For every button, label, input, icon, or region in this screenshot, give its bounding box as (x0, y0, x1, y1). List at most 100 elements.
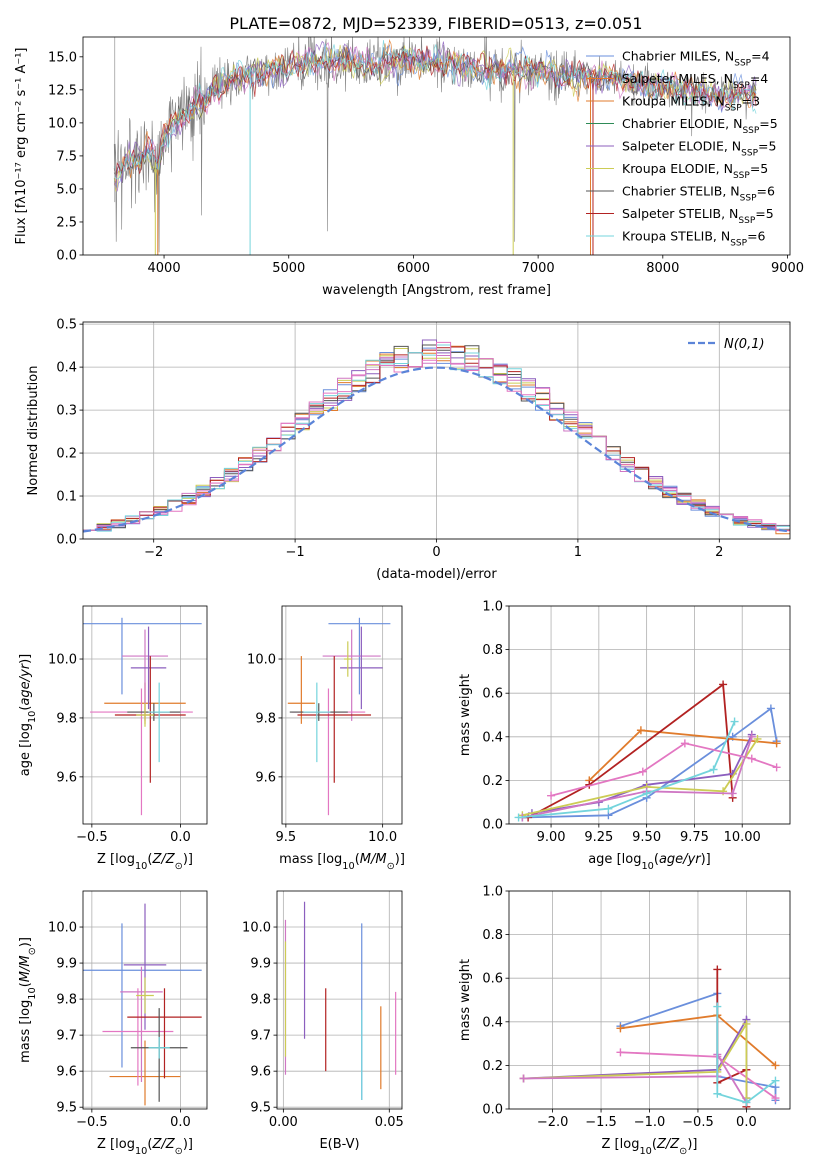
y-tick-label: 9.8 (255, 711, 276, 726)
mass-weight-marker (709, 765, 718, 774)
mass-weight-marker (771, 1061, 780, 1070)
y-axis-label: Flux [fλ10⁻¹⁷ erg cm⁻² s⁻¹ A⁻¹] (14, 48, 29, 245)
y-tick-label: 9.9 (250, 957, 271, 972)
mass-weight-marker (636, 726, 645, 735)
error-bar-point (291, 688, 366, 816)
x-tick-label: 6000 (397, 261, 430, 276)
error-bar-point (340, 626, 383, 710)
mass-weight-line (522, 736, 753, 819)
error-bar-point (90, 688, 193, 816)
y-tick-label: 2.5 (56, 215, 77, 230)
y-tick-label: 0.2 (56, 447, 77, 462)
y-tick-label: 0.6 (482, 972, 503, 987)
legend-label: Kroupa MILES, NSSP=3 (622, 94, 760, 114)
x-axis-label: Z [log10(Z/Z⊙)] (97, 1137, 193, 1157)
y-tick-label: 0.3 (56, 404, 77, 419)
x-tick-label: 0.0 (736, 1115, 757, 1130)
error-bar-point (102, 988, 174, 1086)
x-tick-label: 9.50 (632, 830, 661, 845)
y-tick-label: 10.0 (48, 921, 77, 936)
legend-label: Salpeter ELODIE, NSSP=5 (622, 139, 776, 159)
error-bar-point (127, 988, 202, 1079)
mass-weight-marker (680, 739, 689, 748)
y-tick-label: 10.0 (48, 116, 77, 131)
y-tick-label: 0.0 (482, 1103, 503, 1118)
y-axis-label: Normed distribution (26, 366, 41, 496)
x-tick-label: 0.05 (375, 1115, 404, 1130)
mass-weight-marker (616, 1048, 625, 1057)
mass-weight-marker (547, 791, 556, 800)
y-tick-label: 9.6 (56, 770, 77, 785)
mass-weight-marker (747, 732, 756, 741)
mass-weight-marker (616, 1024, 625, 1033)
y-tick-label: 0.4 (482, 1015, 503, 1030)
x-tick-label: −0.5 (76, 830, 108, 845)
x-axis-label: mass [log10(M/M⊙)] (279, 852, 405, 872)
plot-area (113, 37, 757, 255)
error-bar-point (148, 1036, 170, 1059)
model-spectrum-line (113, 45, 757, 177)
mass-weight-marker (604, 804, 613, 813)
y-tick-label: 9.6 (56, 1065, 77, 1080)
mass-weight-marker (719, 680, 728, 689)
y-tick-label: 0.6 (482, 687, 503, 702)
x-axis-label: (data-model)/error (376, 567, 497, 582)
legend-label: Chabrier MILES, NSSP=4 (622, 49, 770, 69)
error-bar-point (148, 682, 170, 763)
axes-frame (276, 890, 403, 1110)
plot-area (284, 901, 397, 1100)
error-bar-point (297, 656, 372, 783)
y-tick-label: 10.0 (242, 921, 271, 936)
error-bar-point (83, 923, 202, 1068)
mass-weight-marker (766, 704, 775, 713)
mass-weight-marker (742, 1019, 751, 1028)
axes-frame (82, 890, 208, 1110)
mass-weight-marker (728, 789, 737, 798)
x-tick-label: 9.5 (276, 830, 297, 845)
x-tick-label: −0.5 (76, 1115, 108, 1130)
error-bar-point (109, 1040, 181, 1106)
x-tick-label: 0.00 (269, 1115, 298, 1130)
x-tick-label: 1 (574, 545, 582, 560)
mass-weight-marker (713, 965, 722, 974)
y-axis-label: age [log10(age/yr)] (18, 654, 38, 777)
model-spectrum-line (113, 39, 757, 180)
plot-area (83, 903, 202, 1106)
y-tick-label: 9.8 (56, 993, 77, 1008)
y-axis-label: mass weight (458, 674, 473, 756)
axes-frame (508, 605, 791, 825)
x-tick-label: 5000 (272, 261, 305, 276)
model-spectrum-line (113, 45, 757, 178)
x-axis-label: Z [log10(Z/Z⊙)] (602, 1137, 698, 1157)
x-tick-label: 4000 (148, 261, 181, 276)
y-tick-label: 0.8 (482, 643, 503, 658)
error-bar-point (287, 656, 315, 724)
plot-area (519, 965, 780, 1109)
y-tick-label: 7.5 (56, 149, 77, 164)
x-tick-label: 9.00 (537, 830, 566, 845)
error-bar-point (303, 682, 331, 763)
mass-weight-marker (772, 739, 781, 748)
mass-weight-line (527, 682, 734, 819)
x-tick-label: 0.0 (170, 1115, 191, 1130)
x-tick-label: 9.25 (584, 830, 613, 845)
mass-weight-marker (642, 789, 651, 798)
y-tick-label: 0.0 (56, 533, 77, 548)
x-tick-label: 0 (432, 545, 440, 560)
mass-weight-line (522, 738, 759, 817)
normal-distribution-curve (83, 366, 790, 533)
axes-frame (82, 605, 208, 825)
y-axis-label: mass weight (458, 959, 473, 1041)
mass-vs-metallicity-panel: −0.5 0.0 9.5 9.6 9.7 9.8 9.9 10.0 Z [log10(Z/Z⊙)… (18, 890, 208, 1157)
y-tick-label: 9.5 (250, 1101, 271, 1116)
mass-weight-marker (772, 763, 781, 772)
mass-weight-marker (514, 813, 523, 822)
age-vs-metallicity-panel: −0.5 0.0 9.6 9.8 10.0 Z [log10(Z/Z⊙)] age [log… (18, 605, 208, 872)
mass-weight-marker (730, 717, 739, 726)
axes-frame (82, 36, 791, 256)
normal-legend-label: N(0,1) (724, 337, 765, 352)
legend-label: Chabrier STELIB, NSSP=6 (622, 184, 775, 204)
mass-weight-line (716, 1006, 777, 1104)
x-tick-label: 8000 (646, 261, 679, 276)
